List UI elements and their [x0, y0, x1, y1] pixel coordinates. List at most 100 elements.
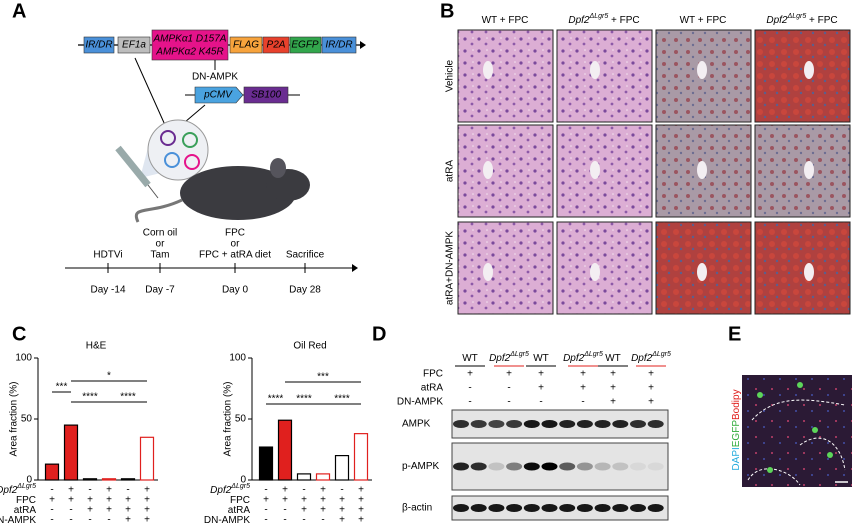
- condition-sign: +: [320, 495, 326, 506]
- band: [453, 504, 469, 512]
- label: WT + FPC: [482, 15, 529, 26]
- needle: [147, 184, 159, 199]
- histology-image: [754, 124, 851, 218]
- condition-sign: -: [107, 515, 110, 526]
- plasmid-mix: [147, 119, 209, 181]
- allele: ΔLgr5: [651, 351, 671, 358]
- stain-label: Bodipy: [731, 389, 742, 420]
- condition-sign: -: [507, 383, 510, 394]
- band: [488, 504, 505, 512]
- egfp-box: [289, 36, 322, 54]
- condition-sign: +: [301, 495, 307, 506]
- timeline-event: or: [156, 239, 166, 250]
- timeline-day: Day 0: [222, 285, 249, 296]
- condition-sign: -: [468, 383, 471, 394]
- vessel: [804, 61, 814, 79]
- label: + FPC: [608, 15, 639, 26]
- stain-label: DAPI: [731, 447, 742, 470]
- allele: ΔLgr5: [509, 351, 529, 358]
- plasmid: [160, 130, 176, 146]
- condition-sign: +: [125, 505, 131, 516]
- condition-sign: -: [283, 515, 286, 526]
- band: [523, 504, 540, 512]
- y-tick-label: 50: [21, 414, 33, 425]
- significance-label: *: [107, 371, 111, 382]
- significance-label: ****: [268, 394, 284, 405]
- gene: Dpf2: [563, 353, 585, 364]
- panel-label: E: [728, 323, 741, 345]
- condition-sign: -: [264, 485, 267, 496]
- significance-label: ***: [56, 382, 68, 393]
- band: [453, 420, 469, 428]
- allele: ΔLgr5: [589, 13, 609, 20]
- band: [506, 420, 523, 428]
- condition-sign: +: [580, 369, 586, 380]
- vessel: [590, 61, 600, 79]
- condition-sign: +: [320, 505, 326, 516]
- band: [523, 462, 540, 471]
- y-tick-label: 100: [229, 353, 246, 364]
- bar: [139, 436, 155, 481]
- band: [612, 462, 629, 471]
- row-label: atRA: [445, 160, 456, 183]
- condition-sign: +: [263, 495, 269, 506]
- condition-sign: -: [302, 485, 305, 496]
- condition-sign: -: [264, 505, 267, 516]
- condition-sign: +: [125, 495, 131, 506]
- egfp-cell: [757, 392, 763, 398]
- band: [594, 504, 611, 512]
- plasmid: [182, 132, 198, 148]
- band: [594, 462, 611, 471]
- allele: ΔLgr5: [16, 483, 36, 490]
- vessel: [697, 263, 707, 281]
- condition-sign: +: [282, 495, 288, 506]
- timeline-day: Day -14: [90, 285, 125, 296]
- timeline-event: FPC: [225, 228, 245, 239]
- row-label: atRA+DN-AMPK: [445, 231, 456, 306]
- pcmv-box: [194, 86, 244, 104]
- column-header: Dpf2ΔLgr5 + FPC: [568, 13, 639, 25]
- condition-sign: -: [69, 515, 72, 526]
- condition-sign: -: [126, 485, 129, 496]
- bar: [120, 478, 136, 481]
- significance-label: ***: [317, 372, 329, 383]
- band: [506, 504, 523, 512]
- bar: [82, 478, 98, 481]
- band: [647, 504, 664, 512]
- condition-label: FPC: [423, 369, 443, 380]
- band: [576, 504, 593, 512]
- ampk-mutant-box: [151, 29, 229, 61]
- band: [559, 420, 576, 428]
- vessel: [697, 61, 707, 79]
- label: FPC: [16, 495, 36, 506]
- y-axis-label: Area fraction (%): [9, 381, 20, 456]
- panels: A B C D E IR/DR EF1a AMPKα1 D157A AMPKα2 K45R FLA…: [0, 0, 852, 526]
- chart-title: H&E: [86, 341, 107, 352]
- significance-label: ****: [82, 392, 98, 403]
- condition-sign: +: [106, 485, 112, 496]
- vessel: [483, 161, 493, 179]
- condition-label: atRA: [14, 505, 37, 516]
- significance-label: ****: [120, 392, 136, 403]
- bar: [296, 473, 312, 481]
- blot-label: p-AMPK: [402, 461, 440, 472]
- condition-sign: +: [580, 383, 586, 394]
- band: [612, 504, 629, 512]
- condition-sign: -: [581, 397, 584, 408]
- condition-sign: -: [283, 505, 286, 516]
- histology-image: [457, 221, 554, 315]
- timeline-day: Day -7: [145, 285, 175, 296]
- histology-image: [556, 124, 653, 218]
- condition-sign: +: [339, 495, 345, 506]
- condition-sign: +: [648, 383, 654, 394]
- condition-sign: -: [302, 515, 305, 526]
- condition-sign: +: [68, 485, 74, 496]
- label: DN-AMPK: [0, 515, 36, 526]
- p2a-box: [262, 36, 290, 54]
- y-tick-label: 0: [240, 475, 246, 486]
- histology-image: [556, 29, 653, 123]
- condition-sign: -: [468, 397, 471, 408]
- stain-label: EGFP: [731, 420, 742, 448]
- gene: Dpf2: [766, 15, 788, 26]
- condition-sign: +: [538, 383, 544, 394]
